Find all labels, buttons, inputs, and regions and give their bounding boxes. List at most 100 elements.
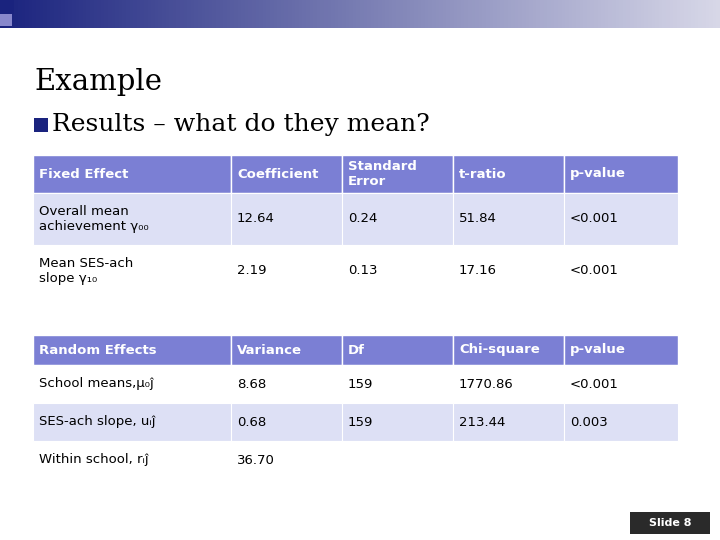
Bar xyxy=(227,0,231,28)
Bar xyxy=(166,0,170,28)
Bar xyxy=(338,0,343,28)
Bar xyxy=(241,0,246,28)
Bar xyxy=(277,0,282,28)
Bar xyxy=(364,0,368,28)
Bar xyxy=(630,512,710,534)
Bar xyxy=(385,0,390,28)
Bar xyxy=(464,0,469,28)
Bar xyxy=(677,0,681,28)
Bar xyxy=(533,0,537,28)
Bar xyxy=(0,0,4,28)
Bar xyxy=(554,0,559,28)
Bar xyxy=(302,0,307,28)
Bar xyxy=(475,0,480,28)
Bar xyxy=(691,0,696,28)
Bar xyxy=(536,0,541,28)
Bar xyxy=(403,0,408,28)
Bar xyxy=(33,335,231,365)
Bar xyxy=(482,0,487,28)
Bar xyxy=(410,0,415,28)
Bar xyxy=(148,0,152,28)
Text: t-ratio: t-ratio xyxy=(459,167,507,180)
Bar xyxy=(342,403,453,441)
Bar xyxy=(234,0,238,28)
Bar xyxy=(34,118,48,132)
Bar xyxy=(515,0,519,28)
Bar xyxy=(576,0,580,28)
Bar xyxy=(173,0,177,28)
Bar xyxy=(212,0,217,28)
Bar xyxy=(356,0,361,28)
Bar xyxy=(317,0,321,28)
Text: Standard
Error: Standard Error xyxy=(348,160,417,188)
Bar xyxy=(263,0,267,28)
Bar xyxy=(33,245,231,297)
Bar xyxy=(248,0,253,28)
Bar xyxy=(634,0,638,28)
Bar xyxy=(562,0,566,28)
Bar xyxy=(292,0,296,28)
Bar xyxy=(342,0,346,28)
Bar xyxy=(346,0,350,28)
Bar xyxy=(4,0,8,28)
Bar xyxy=(511,0,516,28)
Bar xyxy=(392,0,397,28)
Bar xyxy=(702,0,706,28)
Bar xyxy=(374,0,379,28)
Bar xyxy=(522,0,526,28)
Bar xyxy=(90,0,94,28)
Bar xyxy=(313,0,318,28)
Bar xyxy=(126,0,130,28)
Bar xyxy=(108,0,112,28)
Bar xyxy=(61,0,66,28)
Bar xyxy=(32,0,37,28)
Bar xyxy=(33,441,231,479)
Bar xyxy=(151,0,156,28)
Bar xyxy=(580,0,584,28)
Bar xyxy=(637,0,642,28)
Bar xyxy=(54,0,58,28)
Bar xyxy=(598,0,602,28)
Bar xyxy=(320,0,325,28)
Text: SES-ach slope, uᵢĵ: SES-ach slope, uᵢĵ xyxy=(39,415,156,429)
Bar xyxy=(407,0,411,28)
Text: 0.68: 0.68 xyxy=(237,415,266,429)
Bar xyxy=(36,0,40,28)
Bar xyxy=(360,0,364,28)
Bar xyxy=(564,403,678,441)
Bar xyxy=(504,0,508,28)
Bar xyxy=(194,0,199,28)
Bar xyxy=(76,0,80,28)
Bar xyxy=(104,0,109,28)
Bar xyxy=(594,0,598,28)
Bar xyxy=(223,0,228,28)
Bar xyxy=(673,0,678,28)
Text: p-value: p-value xyxy=(570,167,626,180)
Bar xyxy=(18,0,22,28)
Text: 159: 159 xyxy=(348,415,374,429)
Bar xyxy=(526,0,530,28)
Bar xyxy=(29,0,33,28)
Bar xyxy=(231,193,342,245)
Bar xyxy=(328,0,332,28)
Bar xyxy=(299,0,303,28)
Bar xyxy=(342,365,453,403)
Text: Df: Df xyxy=(348,343,365,356)
Bar xyxy=(7,0,12,28)
Bar xyxy=(709,0,714,28)
Bar xyxy=(43,0,48,28)
Bar xyxy=(216,0,220,28)
Bar xyxy=(421,0,426,28)
Bar xyxy=(198,0,202,28)
Bar xyxy=(335,0,339,28)
Text: 17.16: 17.16 xyxy=(459,265,497,278)
Bar xyxy=(288,0,292,28)
Text: 1770.86: 1770.86 xyxy=(459,377,514,390)
Text: Variance: Variance xyxy=(237,343,302,356)
Bar xyxy=(342,193,453,245)
Bar xyxy=(659,0,663,28)
Bar xyxy=(493,0,498,28)
Text: Fixed Effect: Fixed Effect xyxy=(39,167,128,180)
Bar xyxy=(72,0,76,28)
Bar xyxy=(40,0,44,28)
